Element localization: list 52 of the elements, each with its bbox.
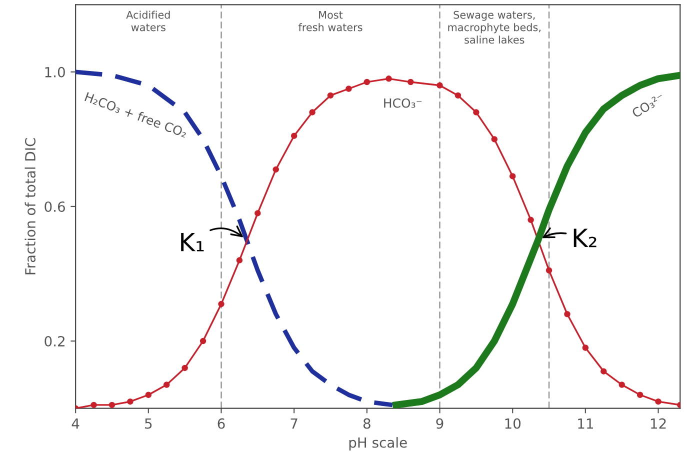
x-axis-title: pH scale xyxy=(349,437,407,450)
y-tick-label: 1.0 xyxy=(45,66,65,78)
point xyxy=(655,398,662,405)
x-tick-label: 8 xyxy=(363,418,370,429)
point xyxy=(408,78,414,86)
text: H₂CO₃ + free CO₂ xyxy=(84,92,188,138)
y-tick-label: 0.2 xyxy=(44,336,64,347)
annotation: Most fresh waters xyxy=(298,11,362,32)
annotation: K₁ xyxy=(181,232,204,252)
point xyxy=(618,382,625,388)
y-tick-label: 0.6 xyxy=(44,201,65,212)
annotation: K₂ xyxy=(574,228,596,248)
x-tick-label: 7 xyxy=(290,418,298,429)
point xyxy=(600,368,607,374)
point xyxy=(309,109,316,116)
point xyxy=(546,267,552,274)
point xyxy=(163,382,170,388)
point xyxy=(564,311,570,318)
x-tick-label: 6 xyxy=(218,418,225,429)
point xyxy=(236,257,243,264)
y-axis-title: Fraction of total DIC xyxy=(24,138,36,274)
point xyxy=(127,398,134,405)
point xyxy=(272,166,279,173)
series-label: HCO₃⁻ xyxy=(384,98,422,108)
point xyxy=(473,109,480,116)
x-tick-label: 12 xyxy=(650,418,666,429)
x-tick-label: 4 xyxy=(72,418,80,429)
point xyxy=(108,402,116,408)
point xyxy=(436,82,443,88)
point xyxy=(182,364,188,372)
point xyxy=(491,136,498,142)
point xyxy=(509,173,516,180)
point xyxy=(200,338,206,344)
x-tick-label: 10 xyxy=(505,418,521,429)
point xyxy=(636,392,644,398)
point xyxy=(290,132,298,139)
point xyxy=(454,92,462,99)
point xyxy=(346,86,352,92)
annotation: Acidified waters xyxy=(126,10,170,32)
point xyxy=(327,92,334,99)
x-tick-label: 5 xyxy=(145,418,152,429)
point xyxy=(528,216,534,224)
point xyxy=(582,344,589,351)
point xyxy=(386,76,392,82)
point xyxy=(254,210,261,216)
annotation: Sewage waters, macrophyte beds, saline lakes xyxy=(448,10,540,44)
point xyxy=(364,78,370,86)
x-tick-label: 9 xyxy=(436,418,444,429)
point xyxy=(218,300,224,308)
point xyxy=(145,392,152,398)
point xyxy=(90,402,97,408)
x-tick-label: 11 xyxy=(578,418,593,429)
